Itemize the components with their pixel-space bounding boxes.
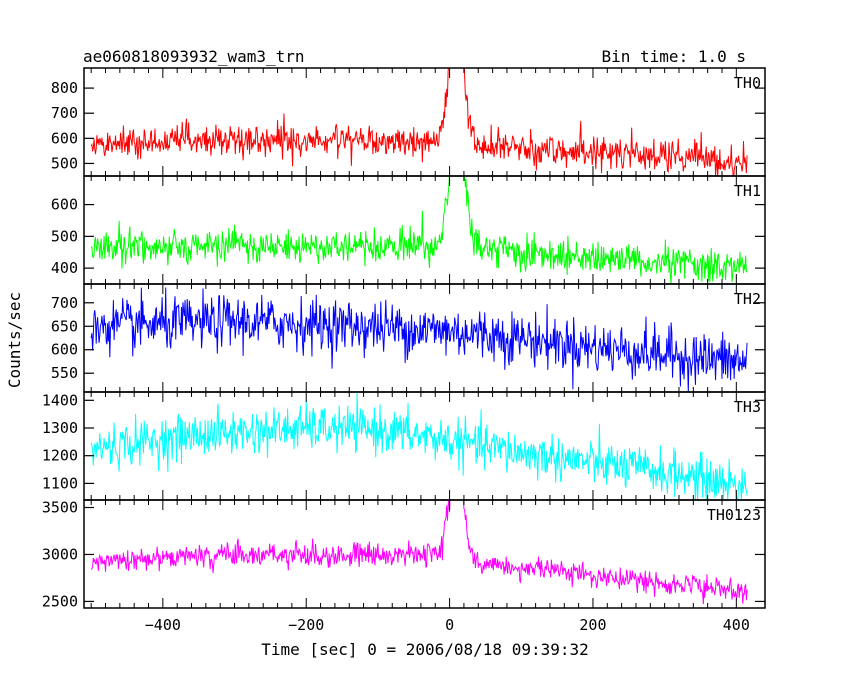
y-tick-label: 700	[51, 104, 78, 122]
y-tick-label: 1400	[42, 391, 78, 409]
series-line-th3	[90, 392, 748, 500]
y-tick-label: 650	[51, 317, 78, 335]
y-tick-label: 1100	[42, 474, 78, 492]
x-tick-label: −400	[145, 616, 181, 634]
panel-label-th2: TH2	[734, 290, 761, 308]
y-tick-label: 550	[51, 364, 78, 382]
y-axis-label: Counts/sec	[5, 292, 24, 388]
y-tick-label: 600	[51, 341, 78, 359]
panel-label-th3: TH3	[734, 398, 761, 416]
panel-th2: TH2 550 600 650 700	[51, 283, 766, 393]
y-tick-label: 3000	[42, 545, 78, 563]
y-tick-label: 3500	[42, 499, 78, 517]
chart-title: ae060818093932_wam3_trn	[83, 47, 305, 66]
y-tick-label: 600	[51, 196, 78, 214]
x-tick-label: 200	[579, 616, 606, 634]
panel-th3: TH3 1100 1200 1300 1400	[42, 391, 766, 501]
panels-group: TH0 500 600 700 800 TH1 400 500 600 TH2 550 600 650 7…	[42, 67, 766, 634]
panel-th0123: TH0123 2500 3000 3500	[42, 499, 766, 610]
y-tick-label: 1300	[42, 419, 78, 437]
x-axis-label: Time [sec] 0 = 2006/08/18 09:39:32	[261, 640, 589, 659]
y-tick-label: 2500	[42, 592, 78, 610]
series-line-th0123	[90, 500, 748, 605]
panel-frame	[83, 175, 766, 285]
y-tick-label: 1200	[42, 447, 78, 465]
panel-label-th0: TH0	[734, 74, 761, 92]
panel-th0: TH0 500 600 700 800	[51, 67, 766, 177]
y-tick-label: 500	[51, 154, 78, 172]
x-tick-label: 400	[723, 616, 750, 634]
y-tick-label: 700	[51, 294, 78, 312]
panel-frame	[83, 283, 766, 393]
y-tick-label: 500	[51, 227, 78, 245]
panel-label-th0123: TH0123	[707, 506, 761, 524]
series-line-th2	[90, 287, 748, 392]
bin-time-label: Bin time: 1.0 s	[602, 47, 747, 66]
y-tick-label: 400	[51, 259, 78, 277]
panel-th1: TH1 400 500 600	[51, 175, 766, 285]
series-line-th1	[90, 176, 748, 284]
y-tick-label: 600	[51, 129, 78, 147]
y-tick-label: 800	[51, 79, 78, 97]
x-tick-label: −200	[288, 616, 324, 634]
series-line-th0	[90, 68, 748, 176]
panel-label-th1: TH1	[734, 182, 761, 200]
x-tick-label: 0	[445, 616, 454, 634]
